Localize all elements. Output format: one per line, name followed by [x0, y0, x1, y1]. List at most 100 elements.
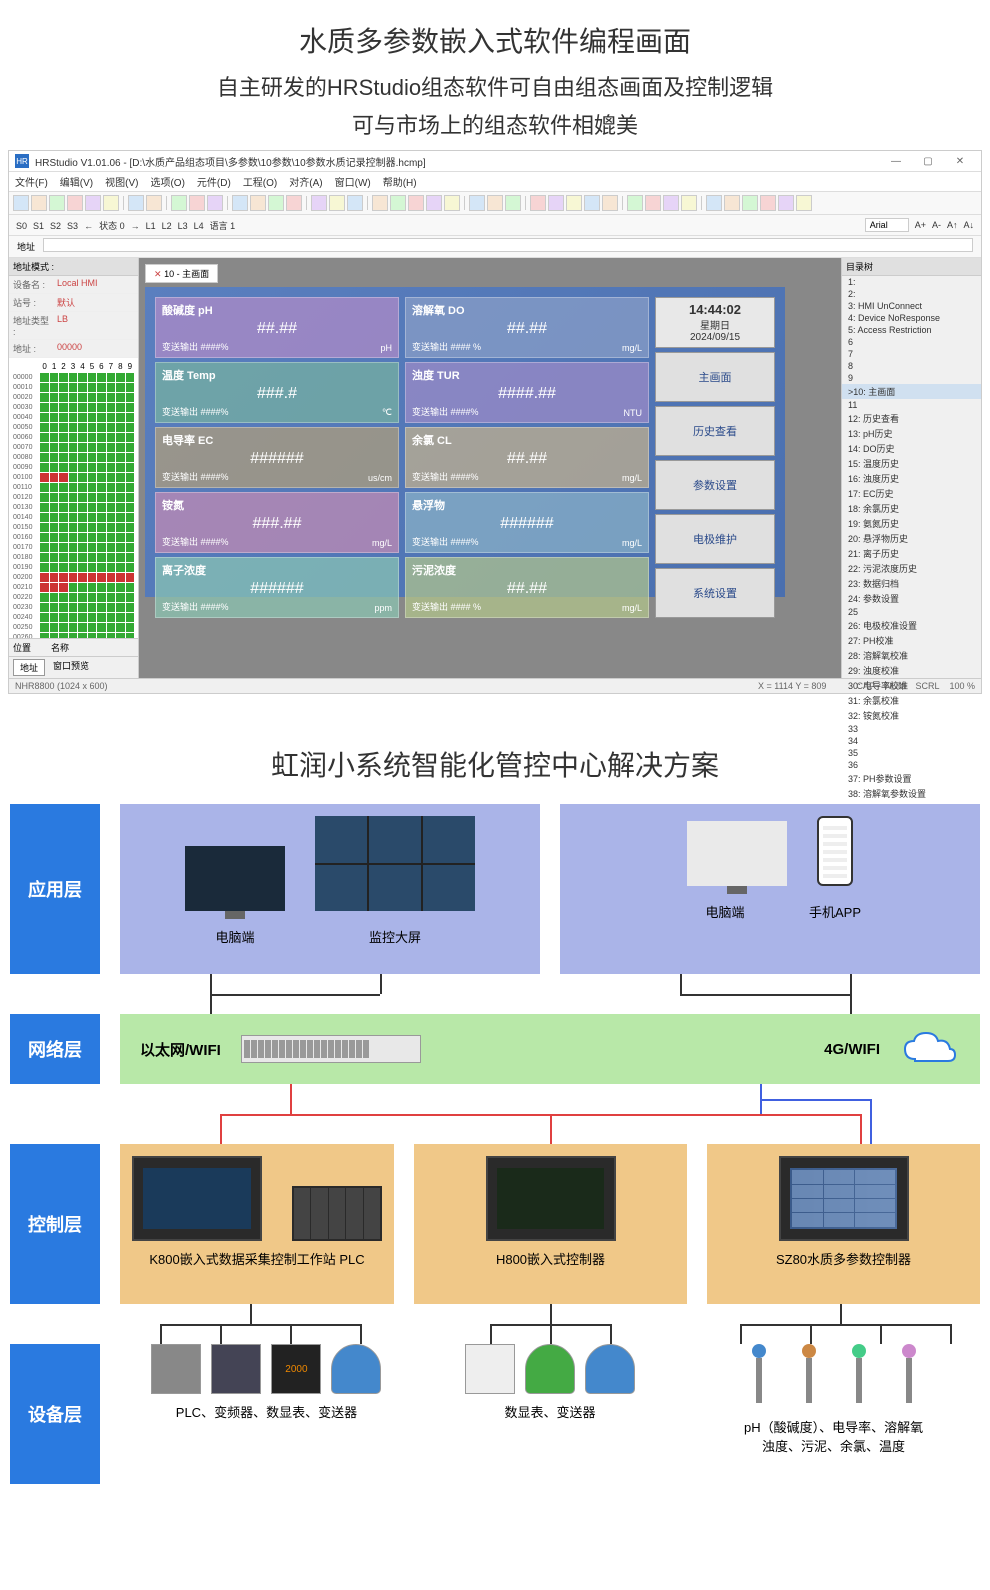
font-size-button[interactable]: A+ [912, 220, 929, 230]
tree-item[interactable]: 32: 铵氮校准 [842, 708, 981, 723]
tree-item[interactable]: 6 [842, 336, 981, 348]
toolbar-icon[interactable] [408, 195, 424, 211]
toolbar-icon[interactable] [268, 195, 284, 211]
addr-input[interactable] [43, 238, 973, 252]
toolbar-state-item[interactable]: 语言 1 [207, 221, 239, 231]
toolbar-state-item[interactable]: 状态 0 [96, 221, 128, 231]
tree-item[interactable]: 11 [842, 399, 981, 411]
tree-item[interactable]: 9 [842, 372, 981, 384]
tree-item[interactable]: 5: Access Restriction [842, 324, 981, 336]
tree-item[interactable]: 36 [842, 759, 981, 771]
param-ss[interactable]: 悬浮物######变送输出 ####%mg/L [405, 492, 649, 553]
param-sludge[interactable]: 污泥浓度##.##变送输出 #### %mg/L [405, 557, 649, 618]
tree-item[interactable]: >10: 主画面 [842, 384, 981, 399]
toolbar-icon[interactable] [49, 195, 65, 211]
tree-item[interactable]: 7 [842, 348, 981, 360]
tree-item[interactable]: 8 [842, 360, 981, 372]
toolbar-icon[interactable] [530, 195, 546, 211]
menu-item[interactable]: 文件(F) [15, 174, 48, 189]
tree-item[interactable]: 26: 电极校准设置 [842, 618, 981, 633]
toolbar-icon[interactable] [645, 195, 661, 211]
font-size-button[interactable]: A- [929, 220, 944, 230]
nav-button[interactable]: 历史查看 [655, 406, 775, 456]
tree-item[interactable]: 31: 余氯校准 [842, 693, 981, 708]
menu-item[interactable]: 编辑(V) [60, 174, 93, 189]
toolbar-icon[interactable] [584, 195, 600, 211]
toolbar-icon[interactable] [724, 195, 740, 211]
toolbar-icon[interactable] [548, 195, 564, 211]
toolbar-state-item[interactable]: L3 [175, 221, 191, 231]
font-size-button[interactable]: A↓ [960, 220, 977, 230]
toolbar-icon[interactable] [13, 195, 29, 211]
nav-button[interactable]: 参数设置 [655, 460, 775, 510]
toolbar-icon[interactable] [286, 195, 302, 211]
toolbar-icon[interactable] [146, 195, 162, 211]
toolbar-icon[interactable] [372, 195, 388, 211]
toolbar-icon[interactable] [742, 195, 758, 211]
tree-item[interactable]: 4: Device NoResponse [842, 312, 981, 324]
tree-item[interactable]: 37: PH参数设置 [842, 771, 981, 786]
tree-item[interactable]: 22: 污泥浓度历史 [842, 561, 981, 576]
nav-button[interactable]: 主画面 [655, 352, 775, 402]
maximize-button[interactable]: ▢ [913, 153, 943, 169]
toolbar-state-item[interactable]: L4 [191, 221, 207, 231]
toolbar-icon[interactable] [128, 195, 144, 211]
toolbar-icon[interactable] [487, 195, 503, 211]
toolbar-icon[interactable] [566, 195, 582, 211]
toolbar-icon[interactable] [207, 195, 223, 211]
toolbar-icon[interactable] [627, 195, 643, 211]
tab-address[interactable]: 地址 [13, 659, 45, 676]
tree-item[interactable]: 18: 余氯历史 [842, 501, 981, 516]
minimize-button[interactable]: — [881, 153, 911, 169]
toolbar-icon[interactable] [31, 195, 47, 211]
tree-item[interactable]: 16: 浊度历史 [842, 471, 981, 486]
tree-item[interactable]: 2: [842, 288, 981, 300]
toolbar-icon[interactable] [390, 195, 406, 211]
tree-item[interactable]: 17: EC历史 [842, 486, 981, 501]
tree-item[interactable]: 3: HMI UnConnect [842, 300, 981, 312]
tree-item[interactable]: 13: pH历史 [842, 426, 981, 441]
menu-item[interactable]: 元件(D) [197, 174, 231, 189]
toolbar-icon[interactable] [189, 195, 205, 211]
toolbar-icon[interactable] [232, 195, 248, 211]
toolbar-icon[interactable] [681, 195, 697, 211]
tree-item[interactable]: 28: 溶解氧校准 [842, 648, 981, 663]
toolbar-state-item[interactable]: L2 [159, 221, 175, 231]
tree-item[interactable]: 25 [842, 606, 981, 618]
menu-item[interactable]: 视图(V) [105, 174, 138, 189]
toolbar-icon[interactable] [329, 195, 345, 211]
param-temp[interactable]: 温度 Temp###.#变送输出 ####%℃ [155, 362, 399, 423]
toolbar-state-item[interactable]: S3 [64, 221, 81, 231]
toolbar-icon[interactable] [505, 195, 521, 211]
tree-item[interactable]: 29: 浊度校准 [842, 663, 981, 678]
toolbar-icon[interactable] [444, 195, 460, 211]
toolbar-icon[interactable] [760, 195, 776, 211]
toolbar-icon[interactable] [250, 195, 266, 211]
tree-item[interactable]: 14: DO历史 [842, 441, 981, 456]
canvas-tab[interactable]: ✕ 10 - 主画面 [145, 264, 218, 283]
tree-item[interactable]: 23: 数据归档 [842, 576, 981, 591]
param-ph[interactable]: 酸碱度 pH##.##变送输出 ####%pH [155, 297, 399, 358]
toolbar-icon[interactable] [311, 195, 327, 211]
toolbar-icon[interactable] [663, 195, 679, 211]
menu-item[interactable]: 选项(O) [150, 174, 184, 189]
toolbar-icon[interactable] [602, 195, 618, 211]
toolbar-icon[interactable] [426, 195, 442, 211]
param-ion[interactable]: 离子浓度######变送输出 ####%ppm [155, 557, 399, 618]
toolbar-icon[interactable] [103, 195, 119, 211]
tree-item[interactable]: 33 [842, 723, 981, 735]
tree-item[interactable]: 27: PH校准 [842, 633, 981, 648]
param-tur[interactable]: 浊度 TUR####.##变送输出 ####%NTU [405, 362, 649, 423]
menu-item[interactable]: 工程(O) [243, 174, 277, 189]
toolbar-icon[interactable] [706, 195, 722, 211]
toolbar-icon[interactable] [85, 195, 101, 211]
tree-item[interactable]: 20: 悬浮物历史 [842, 531, 981, 546]
param-nh[interactable]: 铵氮###.##变送输出 ####%mg/L [155, 492, 399, 553]
tree-item[interactable]: 21: 离子历史 [842, 546, 981, 561]
menu-item[interactable]: 对齐(A) [289, 174, 322, 189]
tree-item[interactable]: 15: 温度历史 [842, 456, 981, 471]
toolbar-state-item[interactable]: → [128, 221, 143, 231]
menu-item[interactable]: 窗口(W) [335, 174, 371, 189]
font-size-button[interactable]: A↑ [944, 220, 961, 230]
nav-button[interactable]: 系统设置 [655, 568, 775, 618]
